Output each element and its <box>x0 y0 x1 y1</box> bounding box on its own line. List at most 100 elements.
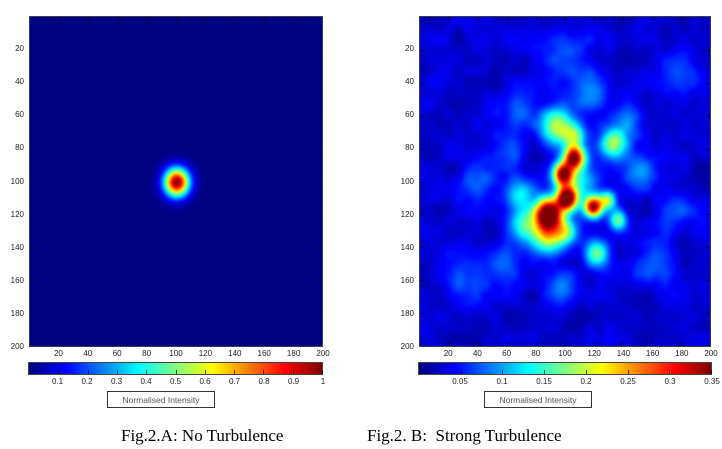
colorbar-canvas-a <box>29 363 322 374</box>
colorbar-tick-mark <box>460 370 462 374</box>
axis-tick-mark <box>706 181 710 183</box>
x-tick-label: 160 <box>645 349 660 358</box>
caption-strong-turbulence: Fig.2. B: Strong Turbulence <box>367 426 562 445</box>
y-tick-label: 80 <box>405 143 414 153</box>
axis-tick-mark <box>706 82 710 84</box>
axis-tick-mark <box>30 82 34 84</box>
colorbar-tick-mark <box>234 370 236 374</box>
axis-tick-mark <box>420 115 424 117</box>
axis-tick-mark <box>263 342 265 346</box>
heatmap-plot-strong-turbulence <box>419 16 711 347</box>
axis-tick-mark <box>420 247 424 249</box>
colorbar-tick-mark <box>502 370 504 374</box>
axis-tick-mark <box>594 342 595 346</box>
axis-tick-mark <box>507 17 508 21</box>
colorbar-tick-mark <box>175 370 177 374</box>
colorbar-tick-label: 0.4 <box>140 377 152 386</box>
y-tick-label: 120 <box>10 209 24 219</box>
heatmap-canvas-no-turbulence <box>30 17 322 346</box>
colorbar-a <box>28 362 323 375</box>
axis-tick-mark <box>652 342 653 346</box>
x-tick-label: 200 <box>316 349 330 358</box>
axis-tick-mark <box>234 17 236 21</box>
axis-tick-mark <box>30 115 34 117</box>
axis-tick-mark <box>146 17 148 21</box>
axis-tick-mark <box>536 17 537 21</box>
colorbar-tick-mark <box>322 370 323 374</box>
axis-tick-mark <box>706 313 710 315</box>
colorbar-tick-label: 0.15 <box>536 377 552 386</box>
axis-tick-mark <box>318 247 322 249</box>
colorbar-b <box>418 362 712 375</box>
axis-tick-mark <box>706 214 710 216</box>
axis-tick-mark <box>30 181 34 183</box>
x-tick-label: 120 <box>587 349 601 358</box>
axis-tick-mark <box>420 280 424 282</box>
axis-tick-mark <box>59 342 61 346</box>
colorbar-tick-label: 0.6 <box>199 377 211 386</box>
axis-tick-mark <box>706 148 710 150</box>
axis-tick-mark <box>420 313 424 315</box>
y-tick-label: 20 <box>405 44 414 54</box>
axis-tick-mark <box>710 17 711 21</box>
y-tick-label: 200 <box>10 342 24 351</box>
axis-tick-mark <box>420 148 424 150</box>
axis-tick-mark <box>30 148 34 150</box>
axis-tick-mark <box>706 247 710 249</box>
y-tick-label: 100 <box>400 176 414 186</box>
axis-tick-mark <box>594 17 595 21</box>
colorbar-label-b: Normalised Intensity <box>499 394 577 405</box>
axis-tick-mark <box>59 17 61 21</box>
axis-tick-mark <box>318 346 322 347</box>
axis-tick-mark <box>263 17 265 21</box>
axis-tick-mark <box>176 342 177 346</box>
x-tick-label: 40 <box>83 349 93 358</box>
y-tick-label: 80 <box>15 143 24 153</box>
axis-tick-mark <box>30 313 34 315</box>
colorbar-tick-label: 0.2 <box>81 377 93 386</box>
axis-tick-mark <box>318 313 322 315</box>
x-tick-label: 120 <box>198 349 213 358</box>
axis-tick-mark <box>117 17 119 21</box>
y-tick-label: 120 <box>400 209 414 219</box>
colorbar-tick-label: 0.1 <box>51 377 64 386</box>
y-tick-label: 200 <box>400 342 414 351</box>
colorbar-tick-mark <box>669 370 671 374</box>
colorbar-tick-mark <box>292 370 294 374</box>
axis-tick-mark <box>322 342 323 346</box>
colorbar-tick-mark <box>711 370 712 374</box>
axis-tick-mark <box>652 17 653 21</box>
x-axis-ticks-b: 20 40 60 80 100 120 140 160 180 200 <box>419 349 718 359</box>
y-tick-label: 140 <box>400 242 414 252</box>
colorbar-tick-label: 0.8 <box>258 377 270 386</box>
x-tick-label: 80 <box>531 349 541 358</box>
colorbar-tick-label: 0.9 <box>287 377 300 386</box>
heatmap-plot-no-turbulence <box>29 16 323 347</box>
x-tick-label: 60 <box>502 349 512 358</box>
colorbar-tick-mark <box>585 370 587 374</box>
colorbar-tick-label: 1 <box>320 377 326 386</box>
axis-tick-mark <box>205 342 207 346</box>
y-tick-label: 160 <box>10 275 24 285</box>
axis-tick-mark <box>706 280 710 282</box>
axis-tick-mark <box>706 49 710 51</box>
colorbar-label-box-b: Normalised Intensity <box>484 391 592 408</box>
axis-tick-mark <box>565 17 566 21</box>
axis-tick-mark <box>706 346 710 347</box>
axis-tick-mark <box>30 49 34 51</box>
y-tick-label: 40 <box>15 77 24 87</box>
colorbar-tick-label: 0.05 <box>452 377 468 386</box>
axis-tick-mark <box>420 181 424 183</box>
y-tick-label: 20 <box>15 44 24 54</box>
axis-tick-mark <box>536 342 537 346</box>
colorbar-tick-mark <box>87 370 89 374</box>
y-tick-label: 100 <box>10 176 24 186</box>
colorbar-label-box-a: Normalised Intensity <box>107 391 215 408</box>
y-tick-label: 60 <box>15 110 24 120</box>
x-tick-label: 20 <box>443 349 453 358</box>
axis-tick-mark <box>710 342 711 346</box>
colorbar-tick-label: 0.25 <box>620 377 636 386</box>
axis-tick-mark <box>420 49 424 51</box>
x-tick-label: 180 <box>286 349 301 358</box>
